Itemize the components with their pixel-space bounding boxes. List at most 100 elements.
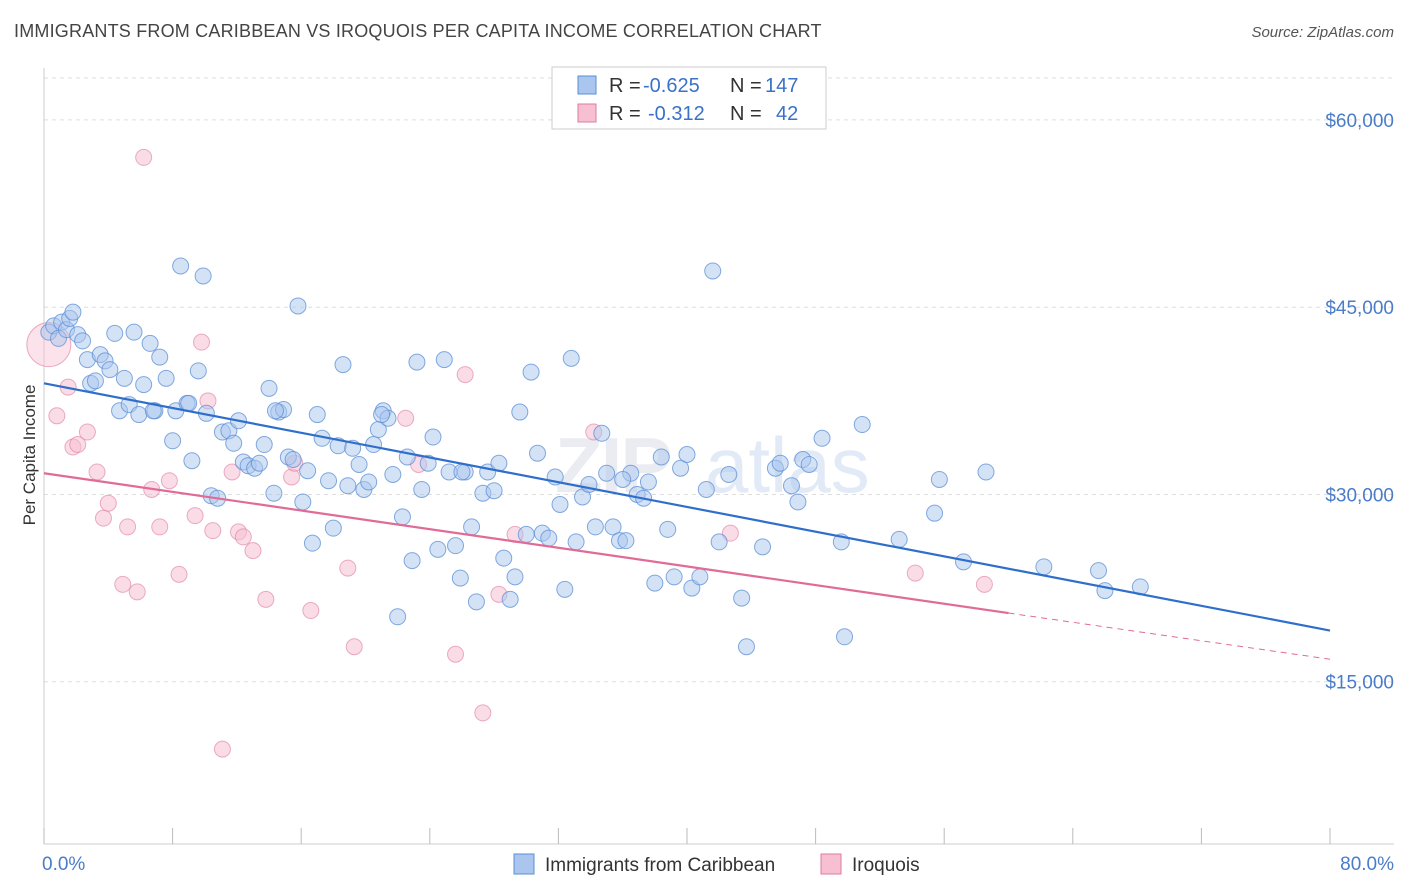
caribbean-point bbox=[151, 348, 169, 366]
caribbean-point bbox=[517, 525, 535, 543]
caribbean-point bbox=[593, 424, 611, 442]
legend-swatch-iroquois bbox=[577, 103, 597, 123]
legend-n-label-1: N = bbox=[730, 103, 762, 125]
iroquois-point bbox=[119, 518, 137, 536]
iroquois-point bbox=[345, 638, 363, 656]
iroquois-point bbox=[257, 590, 275, 608]
caribbean-point bbox=[598, 464, 616, 482]
caribbean-point bbox=[720, 465, 738, 483]
caribbean-point bbox=[419, 454, 437, 472]
caribbean-point bbox=[130, 406, 148, 424]
caribbean-point bbox=[890, 530, 908, 548]
iroquois-point bbox=[99, 494, 117, 512]
caribbean-points bbox=[40, 257, 1149, 656]
caribbean-point bbox=[977, 463, 995, 481]
iroquois-point bbox=[94, 509, 112, 527]
caribbean-point bbox=[639, 473, 657, 491]
caribbean-point bbox=[501, 590, 519, 608]
caribbean-point bbox=[144, 402, 162, 420]
caribbean-point bbox=[754, 538, 772, 556]
caribbean-point bbox=[836, 628, 854, 646]
source-label: Source: ZipAtlas.com bbox=[1251, 24, 1394, 41]
caribbean-point bbox=[106, 324, 124, 342]
caribbean-point bbox=[495, 549, 513, 567]
caribbean-point bbox=[614, 470, 632, 488]
legend-r-value-0: -0.625 bbox=[643, 75, 700, 97]
caribbean-point bbox=[86, 372, 104, 390]
caribbean-point bbox=[789, 493, 807, 511]
caribbean-point bbox=[360, 473, 378, 491]
caribbean-point bbox=[141, 334, 159, 352]
iroquois-point bbox=[397, 409, 415, 427]
caribbean-point bbox=[813, 429, 831, 447]
caribbean-point bbox=[463, 518, 481, 536]
caribbean-point bbox=[393, 508, 411, 526]
caribbean-point bbox=[737, 638, 755, 656]
legend-n-label-0: N = bbox=[730, 75, 762, 97]
caribbean-point bbox=[403, 552, 421, 570]
caribbean-point bbox=[225, 434, 243, 452]
caribbean-trend-line bbox=[43, 382, 1331, 632]
caribbean-point bbox=[926, 504, 944, 522]
iroquois-point bbox=[170, 565, 188, 583]
caribbean-point bbox=[447, 537, 465, 555]
caribbean-point bbox=[1096, 582, 1114, 600]
iroquois-point bbox=[223, 463, 241, 481]
caribbean-point bbox=[678, 446, 696, 464]
caribbean-point bbox=[529, 444, 547, 462]
caribbean-point bbox=[453, 463, 471, 481]
x-tick-label-max: 80.0% bbox=[1340, 854, 1394, 875]
iroquois-point bbox=[135, 148, 153, 166]
caribbean-point bbox=[435, 351, 453, 369]
bottom-legend-swatch-iroquois bbox=[820, 853, 842, 875]
caribbean-point bbox=[451, 569, 469, 587]
caribbean-point bbox=[672, 459, 690, 477]
caribbean-point bbox=[334, 356, 352, 374]
caribbean-point bbox=[266, 402, 284, 420]
caribbean-point bbox=[320, 472, 338, 490]
caribbean-point bbox=[308, 406, 326, 424]
caribbean-point bbox=[135, 376, 153, 394]
caribbean-point bbox=[189, 362, 207, 380]
caribbean-point bbox=[782, 477, 800, 495]
x-tick-label-min: 0.0% bbox=[42, 854, 85, 875]
caribbean-point bbox=[800, 455, 818, 473]
y-axis-label: Per Capita Income bbox=[20, 385, 39, 526]
caribbean-point bbox=[467, 593, 485, 611]
iroquois-point bbox=[78, 423, 96, 441]
caribbean-point bbox=[567, 533, 585, 551]
iroquois-point bbox=[69, 436, 87, 454]
y-tick-label-45000: $45,000 bbox=[1325, 298, 1394, 319]
caribbean-point bbox=[339, 477, 357, 495]
caribbean-point bbox=[485, 482, 503, 500]
caribbean-point bbox=[704, 262, 722, 280]
iroquois-point bbox=[48, 407, 66, 425]
caribbean-point bbox=[930, 470, 948, 488]
bottom-legend-iroquois: Iroquois bbox=[852, 855, 920, 876]
caribbean-point bbox=[853, 416, 871, 434]
legend-swatch-caribbean bbox=[577, 75, 597, 95]
caribbean-point bbox=[691, 568, 709, 586]
iroquois-point bbox=[339, 559, 357, 577]
y-tick-label-15000: $15,000 bbox=[1325, 673, 1394, 694]
caribbean-point bbox=[194, 267, 212, 285]
caribbean-point bbox=[408, 353, 426, 371]
iroquois-point bbox=[151, 518, 169, 536]
iroquois-point bbox=[234, 528, 252, 546]
chart-title: IMMIGRANTS FROM CARIBBEAN VS IROQUOIS PE… bbox=[14, 21, 822, 41]
caribbean-point bbox=[64, 303, 82, 321]
caribbean-point bbox=[303, 534, 321, 552]
caribbean-point bbox=[324, 519, 342, 537]
caribbean-point bbox=[697, 480, 715, 498]
trend-lines bbox=[43, 382, 1331, 660]
legend-r-label-0: R = bbox=[609, 75, 641, 97]
caribbean-point bbox=[157, 369, 175, 387]
caribbean-point bbox=[294, 493, 312, 511]
iroquois-point bbox=[244, 542, 262, 560]
caribbean-point bbox=[771, 454, 789, 472]
svg-text:ZIP: ZIP bbox=[555, 421, 670, 509]
caribbean-point bbox=[429, 540, 447, 558]
caribbean-point bbox=[733, 589, 751, 607]
iroquois-point bbox=[302, 602, 320, 620]
